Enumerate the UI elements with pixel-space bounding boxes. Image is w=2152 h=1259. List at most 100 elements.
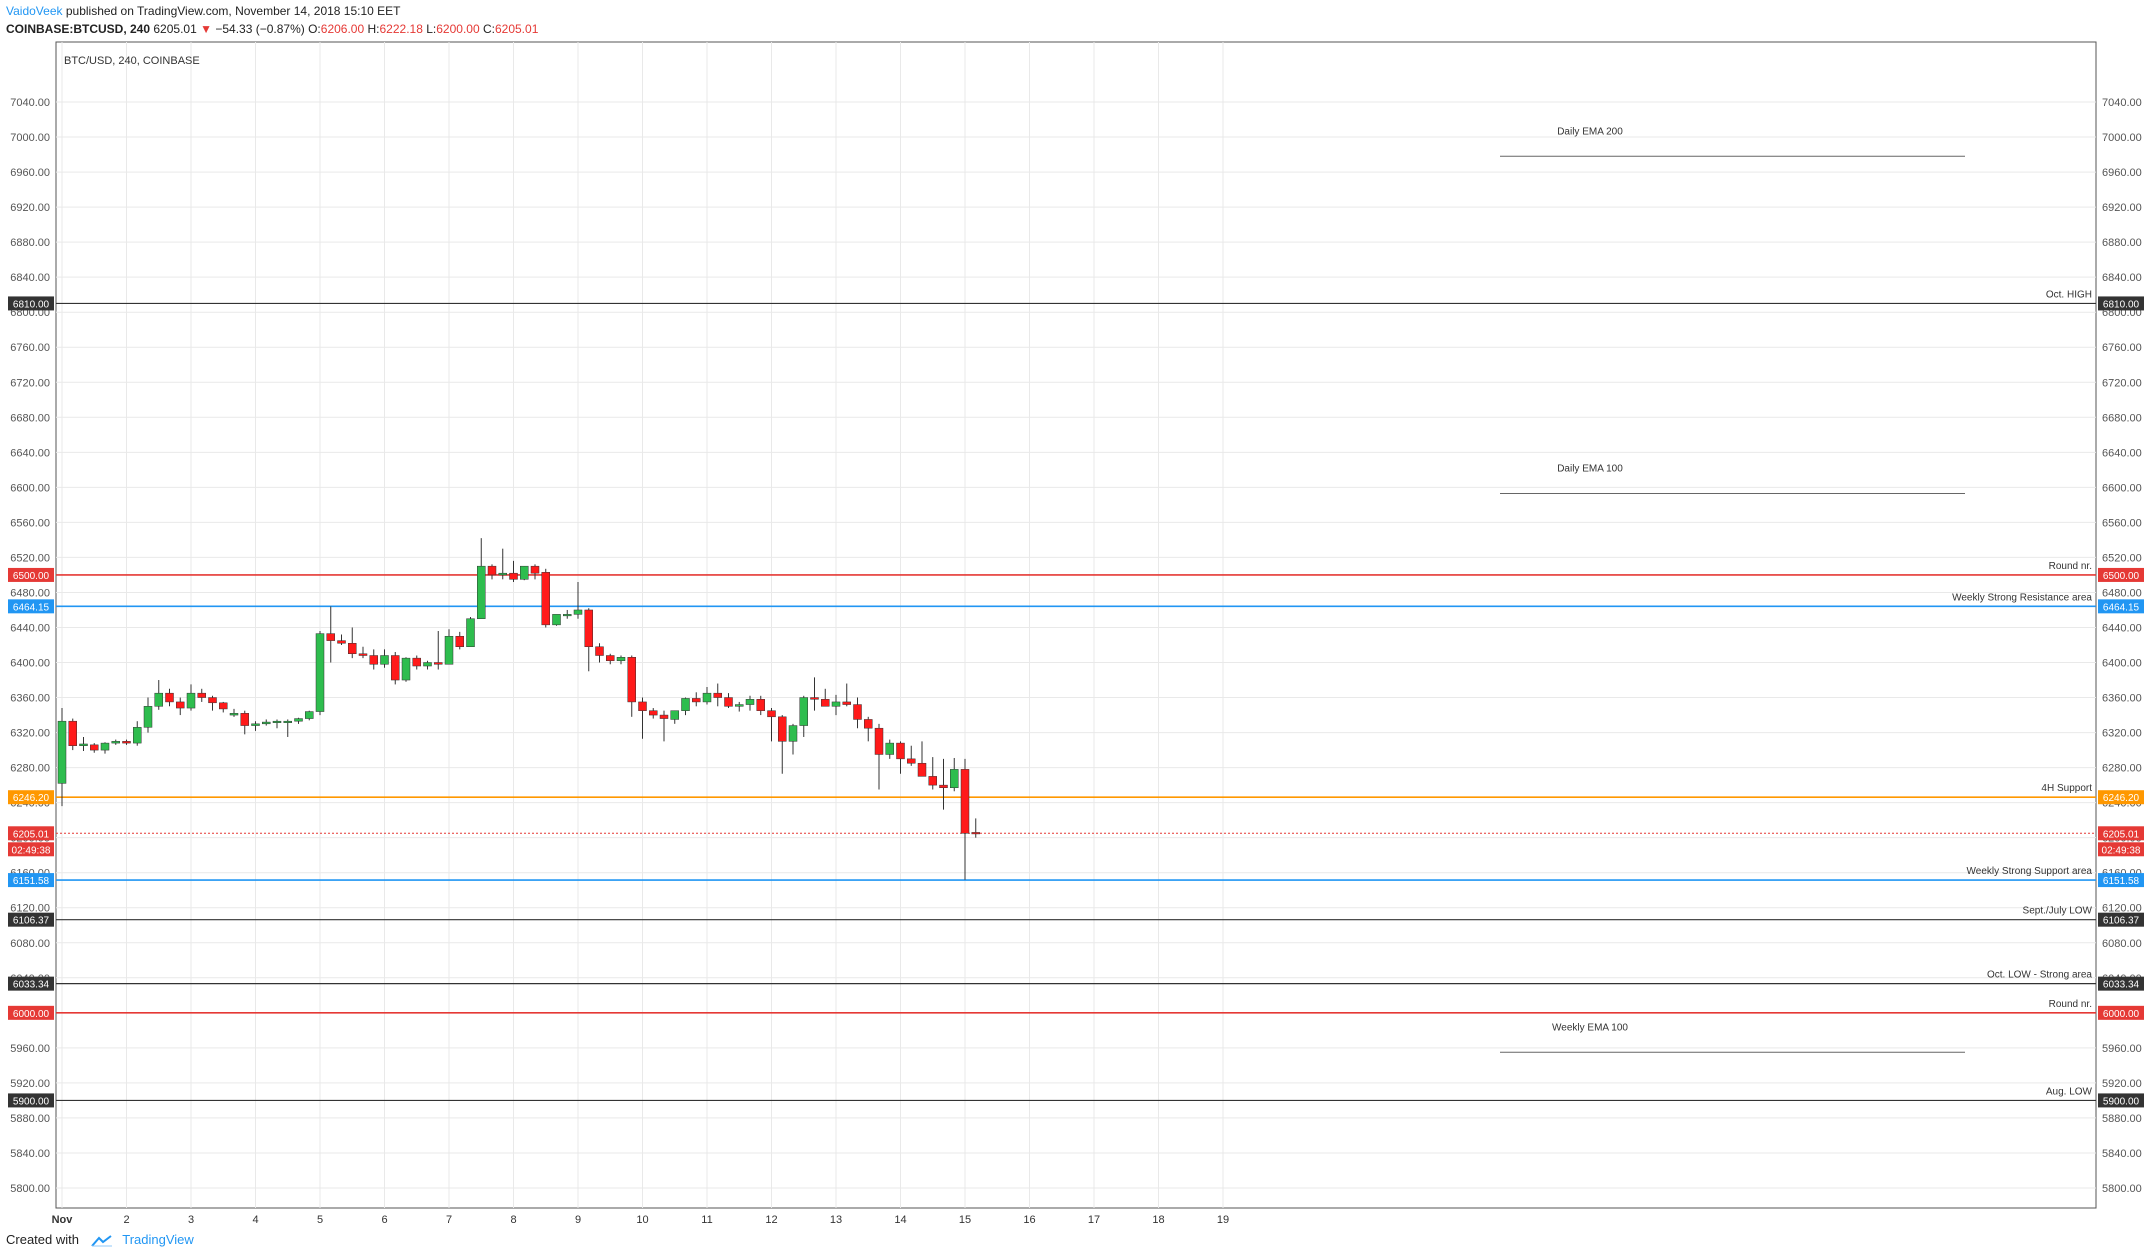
candle-body[interactable] — [681, 698, 690, 711]
candle-body[interactable] — [165, 692, 174, 703]
candle-body[interactable] — [326, 633, 335, 641]
candle-body[interactable] — [735, 704, 744, 707]
candle-body[interactable] — [380, 655, 389, 665]
candle-body[interactable] — [799, 697, 808, 726]
candle-body[interactable] — [305, 711, 314, 719]
ema-label: Weekly EMA 100 — [1552, 1022, 1628, 1033]
candle-body[interactable] — [649, 710, 658, 716]
candle-body[interactable] — [788, 725, 798, 742]
candle-body[interactable] — [401, 657, 411, 681]
candle-body[interactable] — [756, 699, 765, 711]
candle-body[interactable] — [702, 692, 712, 703]
candle-body[interactable] — [412, 657, 421, 667]
candle-body[interactable] — [767, 710, 776, 718]
x-tick-label: 9 — [575, 1214, 581, 1226]
candle-body[interactable] — [391, 655, 400, 681]
level-tag-left — [8, 599, 54, 614]
candle-body[interactable] — [219, 702, 228, 710]
candle-body[interactable] — [79, 743, 88, 746]
price-chart[interactable]: 5800.00 5800.00 5840.00 5840.00 5880.00 5880.… — [0, 0, 2152, 1230]
candle-body[interactable] — [133, 727, 142, 744]
candle-body[interactable] — [272, 720, 282, 723]
candle-body[interactable] — [573, 609, 583, 615]
candle-body[interactable] — [283, 720, 292, 723]
candle-body[interactable] — [186, 692, 196, 709]
candle-body[interactable] — [659, 714, 669, 719]
candle-body[interactable] — [606, 655, 615, 662]
candle-body[interactable] — [444, 635, 454, 665]
candle-body[interactable] — [853, 704, 862, 720]
candle-body[interactable] — [262, 721, 271, 725]
candle-body[interactable] — [670, 710, 679, 720]
candle-body[interactable] — [778, 716, 787, 742]
author-link[interactable]: VaidoVeek — [6, 4, 63, 18]
candle-body[interactable] — [509, 572, 518, 580]
candle-body[interactable] — [939, 784, 948, 789]
candle-body[interactable] — [466, 618, 475, 648]
candle-body[interactable] — [810, 697, 819, 700]
candle-body[interactable] — [563, 614, 572, 617]
candle-body[interactable] — [240, 713, 249, 726]
level-tag-right — [2098, 1093, 2144, 1108]
candle-body[interactable] — [713, 692, 722, 698]
candle-body[interactable] — [251, 723, 260, 726]
candle-body[interactable] — [348, 642, 357, 655]
y-tick-right: 6560.00 — [2102, 517, 2142, 529]
candle-body[interactable] — [423, 662, 432, 667]
plot-area[interactable] — [55, 41, 2097, 1209]
y-tick-right: 6880.00 — [2102, 237, 2142, 249]
candle-body[interactable] — [455, 635, 464, 648]
candle-body[interactable] — [229, 713, 239, 716]
candle-body[interactable] — [907, 758, 916, 764]
candle-body[interactable] — [369, 655, 378, 665]
candle-body[interactable] — [874, 727, 884, 755]
level-tag-right — [2098, 912, 2144, 927]
candle-body[interactable] — [552, 614, 561, 626]
candle-body[interactable] — [616, 657, 626, 662]
candle-body[interactable] — [584, 609, 593, 648]
candle-body[interactable] — [68, 720, 77, 746]
candle-body[interactable] — [176, 701, 185, 709]
candle-body[interactable] — [745, 699, 755, 705]
candle-body[interactable] — [337, 640, 346, 644]
candle-body[interactable] — [100, 742, 110, 751]
y-tick-left: 6360.00 — [10, 693, 50, 705]
candle-body[interactable] — [111, 741, 120, 744]
candle-body[interactable] — [154, 692, 163, 707]
candle-body[interactable] — [864, 719, 873, 729]
candle-body[interactable] — [90, 744, 99, 751]
candle-body[interactable] — [477, 565, 486, 619]
candle-body[interactable] — [831, 701, 841, 707]
candle-body[interactable] — [821, 699, 830, 707]
candle-body[interactable] — [885, 742, 894, 755]
candle-body[interactable] — [595, 646, 604, 656]
candle-body[interactable] — [520, 565, 529, 580]
candle-body[interactable] — [960, 769, 970, 834]
candle-body[interactable] — [498, 572, 507, 576]
candle-body[interactable] — [917, 762, 927, 777]
candle-body[interactable] — [896, 742, 905, 760]
candle-body[interactable] — [294, 718, 303, 722]
candle-body[interactable] — [692, 698, 701, 703]
candle-body[interactable] — [122, 741, 131, 744]
candle-body[interactable] — [530, 565, 540, 574]
tradingview-brand-link[interactable]: TradingView — [122, 1232, 194, 1247]
candle-body[interactable] — [541, 572, 550, 626]
candle-body[interactable] — [950, 769, 959, 789]
candle-body[interactable] — [358, 653, 368, 656]
candle-body[interactable] — [724, 697, 733, 707]
candle-body[interactable] — [928, 776, 937, 786]
level-tag-right-text: 6810.00 — [2103, 299, 2140, 310]
candle-body[interactable] — [842, 701, 851, 705]
candle-body[interactable] — [208, 697, 217, 704]
candle-body[interactable] — [315, 633, 325, 712]
created-with-label: Created with — [6, 1232, 79, 1247]
candle-body[interactable] — [638, 701, 647, 711]
candle-body[interactable] — [197, 692, 206, 698]
candle-body[interactable] — [487, 565, 497, 576]
candle-body[interactable] — [143, 706, 153, 728]
candle-body[interactable] — [627, 657, 636, 703]
candle-body[interactable] — [57, 720, 67, 784]
candle-body[interactable] — [971, 832, 980, 835]
candle-body[interactable] — [434, 662, 443, 665]
